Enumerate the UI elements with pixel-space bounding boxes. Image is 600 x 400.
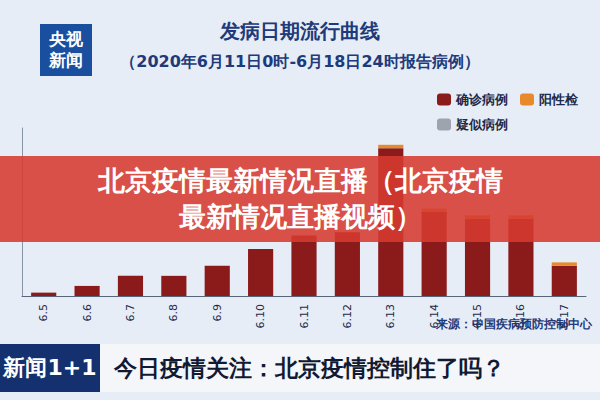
svg-text:6.10: 6.10: [254, 304, 267, 329]
svg-text:6.15: 6.15: [471, 304, 484, 329]
svg-text:确诊病例: 确诊病例: [455, 92, 508, 107]
svg-text:6.16: 6.16: [514, 304, 527, 329]
svg-text:6.6: 6.6: [81, 304, 94, 322]
svg-text:6.12: 6.12: [341, 304, 354, 329]
svg-text:阳性检: 阳性检: [539, 92, 579, 107]
html-text:今日疫情关注：北京疫情控制住了吗？: 今日疫情关注：北京疫情控制住了吗？: [114, 354, 505, 381]
svg-text:6.14: 6.14: [428, 304, 441, 329]
svg-text:6.7: 6.7: [124, 304, 137, 322]
svg-text:6.13: 6.13: [384, 304, 397, 329]
svg-text:6.17: 6.17: [558, 304, 571, 329]
svg-text:6.5: 6.5: [37, 304, 50, 322]
svg-text:发病日期流行曲线: 发病日期流行曲线: [219, 19, 380, 43]
html-text:央视新闻: 央视新闻: [49, 29, 83, 70]
svg-text:（2020年6月11日0时-6月18日24时报告病例）: （2020年6月11日0时-6月18日24时报告病例）: [120, 52, 479, 71]
html-text:新闻1+1: 新闻1+1: [3, 355, 97, 380]
svg-text:6.8: 6.8: [167, 304, 180, 322]
html-text:北京疫情最新情况直播（北京疫情最新情况直播视频）: 北京疫情最新情况直播（北京疫情最新情况直播视频）: [97, 165, 503, 232]
svg-text:疑似病例: 疑似病例: [455, 117, 508, 132]
svg-text:6.11: 6.11: [298, 304, 311, 329]
svg-text:6.9: 6.9: [211, 304, 224, 322]
